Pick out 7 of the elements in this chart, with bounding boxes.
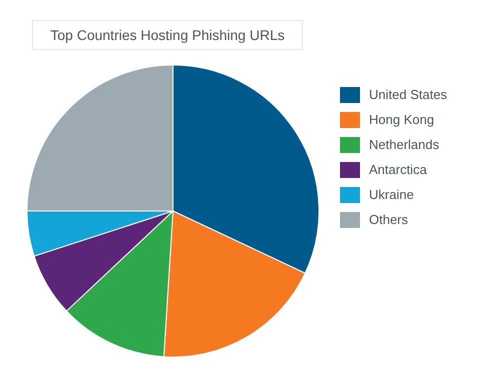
legend-label: Hong Kong <box>369 112 434 127</box>
legend-label: Ukraine <box>369 187 414 202</box>
legend-label: Others <box>369 212 408 227</box>
legend-label: United States <box>369 87 448 102</box>
legend-label: Antarctica <box>369 162 427 177</box>
legend-label: Netherlands <box>369 137 440 152</box>
chart-title: Top Countries Hosting Phishing URLs <box>32 20 303 50</box>
